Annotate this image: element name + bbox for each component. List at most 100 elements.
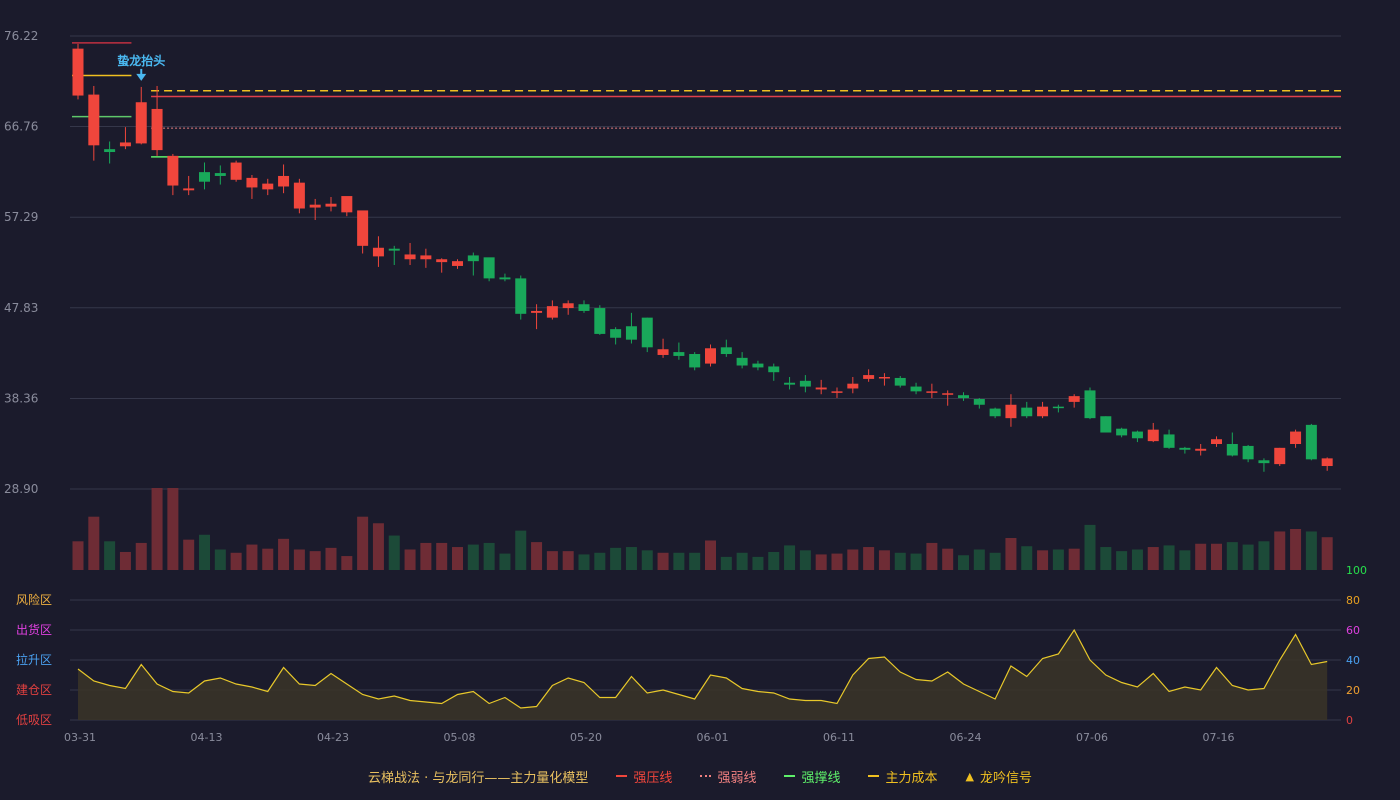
volume-bar bbox=[673, 552, 685, 570]
candle-body bbox=[483, 257, 495, 279]
indicator-tick-label: 0 bbox=[1346, 714, 1353, 727]
volume-bar bbox=[1084, 524, 1096, 570]
candle-body bbox=[467, 255, 479, 262]
candle-body bbox=[420, 255, 432, 260]
triangle-icon: ▲ bbox=[965, 769, 974, 783]
candle-body bbox=[309, 204, 321, 208]
candle-body bbox=[230, 162, 242, 180]
candle-body bbox=[531, 310, 543, 313]
volume-bar bbox=[452, 547, 463, 570]
volume-bar bbox=[420, 542, 432, 570]
candle-body bbox=[262, 183, 274, 190]
candle-body bbox=[894, 377, 906, 386]
zone-label: 拉升区 bbox=[16, 652, 52, 667]
candle-body bbox=[752, 363, 764, 368]
candle-body bbox=[293, 182, 305, 209]
volume-bar bbox=[910, 553, 922, 570]
legend-label: 强撑线 bbox=[801, 770, 841, 786]
indicator-area bbox=[78, 630, 1328, 720]
candle-body bbox=[1147, 429, 1159, 442]
candle-body bbox=[325, 203, 337, 207]
volume-bar bbox=[1305, 531, 1317, 570]
volume-bar bbox=[214, 549, 226, 570]
volume-bar bbox=[989, 552, 1001, 570]
date-tick-label: 03-31 bbox=[64, 731, 96, 744]
candle-body bbox=[720, 347, 732, 355]
candle-body bbox=[1274, 447, 1286, 465]
volume-bar bbox=[546, 551, 558, 570]
candle-body bbox=[673, 352, 685, 356]
legend-swatch bbox=[784, 775, 796, 777]
volume-bar bbox=[404, 549, 416, 570]
volume-bar bbox=[610, 547, 622, 570]
candle-body bbox=[768, 366, 780, 373]
volume-bar bbox=[863, 547, 875, 570]
candle-body bbox=[657, 349, 669, 355]
candle-body bbox=[1290, 431, 1302, 445]
date-tick-label: 07-16 bbox=[1203, 731, 1235, 744]
legend-item-pressure[interactable]: 强压线 bbox=[616, 767, 672, 786]
candle-body bbox=[357, 210, 369, 246]
volume-bar bbox=[1100, 547, 1112, 570]
volume-bar bbox=[1321, 537, 1333, 570]
indicator-tick-label: 80 bbox=[1346, 594, 1360, 607]
volume-bar bbox=[515, 530, 527, 570]
price-tick-label: 38.36 bbox=[4, 391, 38, 405]
date-tick-label: 06-11 bbox=[823, 731, 855, 744]
candle-body bbox=[404, 254, 416, 260]
legend-item-strength[interactable]: 强弱线 bbox=[700, 767, 756, 786]
volume-bar bbox=[1258, 541, 1270, 570]
volume-bar bbox=[894, 552, 906, 570]
volume-bar bbox=[1021, 546, 1033, 570]
candle-body bbox=[1037, 406, 1049, 417]
volume-bar bbox=[388, 535, 400, 570]
legend-label: 主力成本 bbox=[885, 770, 938, 786]
candle-body bbox=[863, 375, 875, 379]
candle-body bbox=[1116, 428, 1128, 436]
volume-bar bbox=[1242, 544, 1254, 570]
chart-legend: 云梯战法 · 与龙同行——主力量化模型 强压线 强弱线 强撑线 主力成本 ▲ 龙… bbox=[0, 766, 1400, 786]
volume-bar bbox=[341, 556, 353, 570]
volume-bar bbox=[1147, 547, 1159, 570]
candle-body bbox=[1005, 404, 1017, 419]
date-tick-label: 04-23 bbox=[317, 731, 349, 744]
price-tick-label: 76.22 bbox=[4, 29, 38, 43]
volume-bar bbox=[1274, 531, 1286, 570]
candle-body bbox=[499, 277, 511, 280]
candle-body bbox=[973, 399, 985, 405]
volume-bar bbox=[183, 539, 195, 570]
candle-body bbox=[341, 196, 353, 213]
candle-body bbox=[151, 108, 163, 151]
candle-body bbox=[1226, 444, 1238, 456]
legend-item-support[interactable]: 强撑线 bbox=[784, 767, 840, 786]
candle-body bbox=[214, 173, 226, 176]
candle-body bbox=[989, 408, 1001, 417]
legend-item-main-cost[interactable]: 主力成本 bbox=[868, 767, 937, 786]
volume-bar bbox=[1116, 551, 1128, 570]
volume-bar bbox=[1163, 545, 1175, 570]
volume-bar bbox=[641, 550, 653, 570]
candle-body bbox=[246, 177, 258, 188]
candle-body bbox=[199, 172, 210, 182]
candle-body bbox=[167, 155, 179, 186]
volume-bar bbox=[1290, 529, 1302, 570]
candle-body bbox=[1321, 458, 1333, 467]
candle-body bbox=[135, 102, 147, 144]
candle-body bbox=[1163, 434, 1175, 448]
volume-bar bbox=[562, 551, 574, 570]
legend-swatch bbox=[616, 775, 628, 777]
zone-label: 建仓区 bbox=[16, 683, 52, 697]
candle-body bbox=[784, 382, 796, 385]
volume-bar bbox=[499, 553, 511, 570]
volume-bar bbox=[262, 548, 274, 570]
volume-bar bbox=[1037, 550, 1049, 570]
candle-body bbox=[515, 278, 527, 314]
volume-bar bbox=[625, 547, 637, 570]
volume-bar bbox=[720, 556, 732, 570]
signal-arrow-icon bbox=[136, 73, 147, 81]
candle-body bbox=[705, 348, 716, 364]
candle-body bbox=[452, 261, 463, 266]
date-tick-label: 07-06 bbox=[1076, 731, 1108, 744]
legend-item-dragon-signal[interactable]: ▲ 龙吟信号 bbox=[965, 767, 1031, 786]
volume-bar bbox=[436, 542, 448, 570]
